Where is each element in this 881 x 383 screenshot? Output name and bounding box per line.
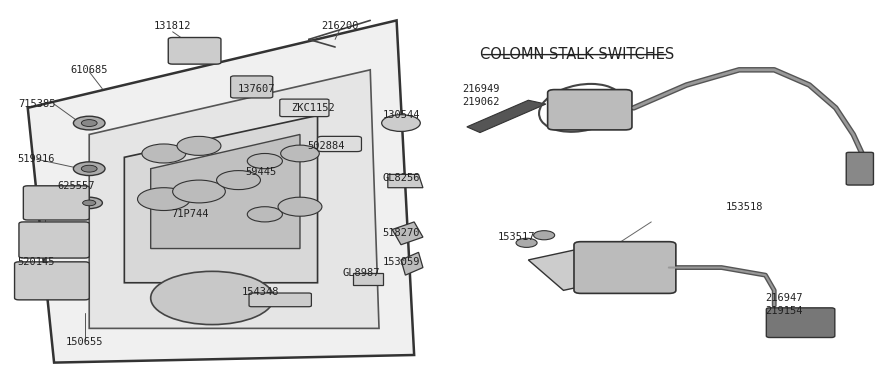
Circle shape [278,197,322,216]
Text: 216200: 216200 [321,21,359,31]
FancyBboxPatch shape [23,186,89,220]
Circle shape [73,116,105,130]
Circle shape [81,165,97,172]
Text: 71P744: 71P744 [172,210,209,219]
Polygon shape [89,70,379,328]
Text: 610685: 610685 [70,65,108,75]
Circle shape [516,238,537,247]
Text: GL8256: GL8256 [382,173,419,183]
Circle shape [73,162,105,175]
Text: 519916: 519916 [18,154,56,164]
Text: 715385: 715385 [18,99,56,109]
Circle shape [217,170,261,190]
Text: GL8987: GL8987 [343,268,381,278]
Text: 153059: 153059 [382,257,419,267]
Text: 219154: 219154 [766,306,803,316]
FancyBboxPatch shape [847,152,873,185]
Text: 502884: 502884 [307,141,345,151]
Text: 154348: 154348 [241,287,279,297]
Text: COLOMN STALK SWITCHES: COLOMN STALK SWITCHES [480,47,674,62]
FancyBboxPatch shape [280,99,329,116]
Circle shape [173,180,226,203]
Text: 153517: 153517 [498,232,535,242]
Text: 216947: 216947 [766,293,803,303]
FancyBboxPatch shape [168,38,221,64]
Text: 131812: 131812 [154,21,191,31]
FancyBboxPatch shape [317,136,361,152]
Polygon shape [392,222,423,245]
Text: 518270: 518270 [382,228,419,238]
Text: 153518: 153518 [726,202,764,212]
FancyBboxPatch shape [766,308,835,337]
Text: 137607: 137607 [237,84,275,94]
FancyBboxPatch shape [249,293,311,307]
Circle shape [248,207,283,222]
Text: ZKC1152: ZKC1152 [292,103,335,113]
Circle shape [142,144,186,163]
Circle shape [248,154,283,169]
Polygon shape [124,115,317,283]
Polygon shape [467,100,546,133]
Circle shape [534,231,555,240]
Text: 216949: 216949 [463,84,500,94]
Circle shape [177,136,221,155]
Text: 625557: 625557 [57,181,95,191]
Text: 130544: 130544 [382,110,419,121]
FancyBboxPatch shape [19,222,89,258]
FancyBboxPatch shape [548,90,632,130]
FancyBboxPatch shape [15,262,89,300]
Text: 219062: 219062 [463,97,500,107]
Circle shape [151,271,274,324]
Circle shape [281,145,319,162]
FancyBboxPatch shape [231,76,273,98]
Circle shape [76,197,102,209]
Polygon shape [388,174,423,188]
Text: 59445: 59445 [245,167,276,177]
Polygon shape [27,20,414,363]
Polygon shape [529,245,633,290]
Text: 150655: 150655 [66,337,104,347]
FancyBboxPatch shape [574,242,676,293]
Polygon shape [151,134,300,249]
Text: 520145: 520145 [18,257,56,267]
Polygon shape [401,252,423,275]
Circle shape [137,188,190,211]
Circle shape [381,115,420,131]
Polygon shape [352,273,383,285]
Circle shape [83,200,96,206]
Circle shape [81,119,97,126]
